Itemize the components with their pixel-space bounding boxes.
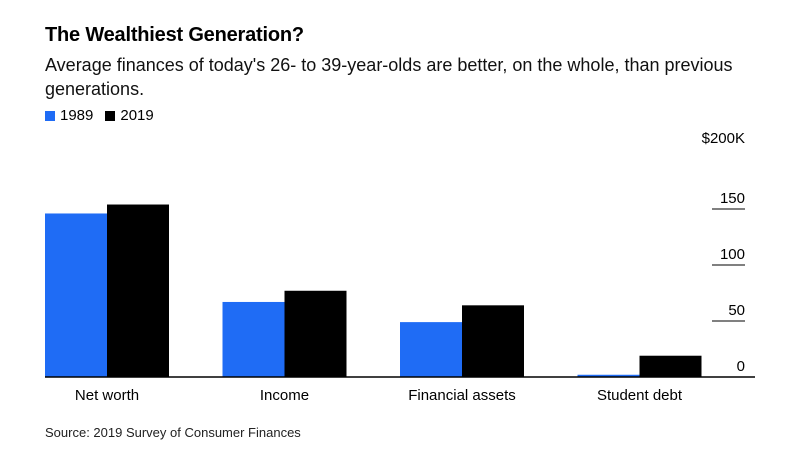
x-tick-label: Income [260,387,309,404]
bar-1989-student-debt [577,374,640,377]
chart-title: The Wealthiest Generation? [45,24,304,46]
legend-item-2019: 2019 [105,107,154,124]
y-tick-label: 50 [728,302,745,319]
x-tick-label: Net worth [75,387,139,404]
y-tick-label: 100 [720,246,745,263]
bar-1989-income [222,301,285,377]
bar-1989-net-worth [45,213,107,377]
legend-item-1989: 1989 [45,107,93,124]
y-tick-label: 0 [737,358,745,375]
legend: 1989 2019 [45,107,166,124]
chart-subtitle: Average finances of today's 26- to 39-ye… [45,55,733,99]
legend-label-1989: 1989 [60,107,94,124]
legend-label-2019: 2019 [120,107,154,124]
bar-1989-financial-assets [400,322,462,377]
bar-2019-income [284,290,347,377]
bar-2019-net-worth [107,204,169,377]
y-tick-label: 150 [720,190,745,207]
bar-2019-financial-assets [462,305,524,377]
y-tick-label: $200K [702,130,745,147]
bar-2019-student-debt [639,355,702,377]
legend-swatch-1989 [45,110,55,121]
source-note: Source: 2019 Survey of Consumer Finances [45,425,301,440]
legend-swatch-2019 [105,110,116,121]
x-tick-label: Financial assets [408,387,516,404]
x-tick-label: Student debt [597,387,683,404]
